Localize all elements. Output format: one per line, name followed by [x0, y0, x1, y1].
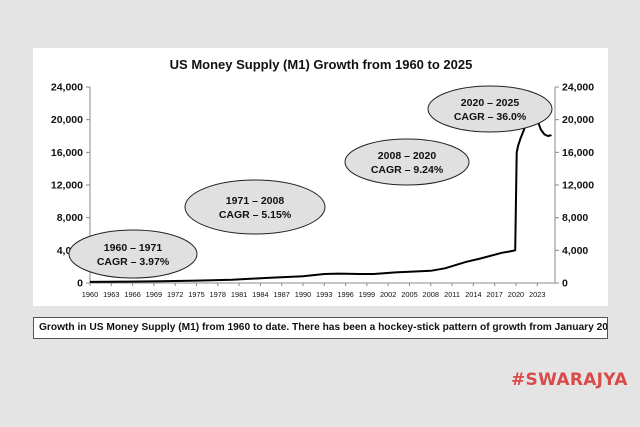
x-tick-label: 1963 — [103, 290, 119, 299]
x-tick-label: 2023 — [529, 290, 545, 299]
x-tick-label: 1975 — [188, 290, 204, 299]
brand-logo-text: #SWARAJYA — [511, 370, 628, 390]
annotation-ellipse — [344, 138, 470, 186]
x-tick-label: 1966 — [124, 290, 140, 299]
y-tick-label-right: 20,000 — [562, 114, 594, 126]
y-tick-label-right: 8,000 — [562, 212, 588, 224]
x-tick-label: 1996 — [337, 290, 353, 299]
annotation-period: 1971 – 2008 — [226, 195, 285, 207]
y-tick-label-right: 16,000 — [562, 147, 594, 159]
cagr-annotation: 2008 – 2020 CAGR – 9.24% — [344, 138, 470, 186]
annotation-cagr: CAGR – 3.97% — [97, 256, 170, 268]
x-tick-label: 1978 — [210, 290, 226, 299]
annotation-period: 2020 – 2025 — [461, 97, 520, 109]
y-tick-label-right: 4,000 — [562, 245, 588, 257]
cagr-annotation: 2020 – 2025 CAGR – 36.0% — [427, 85, 553, 133]
x-tick-label: 1984 — [252, 290, 268, 299]
y-tick-label-left: 20,000 — [51, 114, 83, 126]
x-tick-label: 1960 — [82, 290, 98, 299]
annotation-period: 1960 – 1971 — [104, 242, 163, 254]
cagr-annotation: 1960 – 1971 CAGR – 3.97% — [68, 229, 198, 279]
x-tick-label: 2005 — [401, 290, 417, 299]
x-tick-label: 2014 — [465, 290, 481, 299]
annotation-cagr: CAGR – 5.15% — [219, 209, 292, 221]
y-tick-label-left: 12,000 — [51, 180, 83, 192]
annotation-ellipse — [68, 229, 198, 279]
x-tick-label: 1990 — [295, 290, 311, 299]
annotation-period: 2008 – 2020 — [378, 150, 437, 162]
y-tick-label-left: 8,000 — [57, 212, 83, 224]
chart-title: US Money Supply (M1) Growth from 1960 to… — [170, 57, 473, 72]
x-tick-label: 1999 — [359, 290, 375, 299]
annotation-cagr: CAGR – 36.0% — [454, 111, 527, 123]
chart-panel: US Money Supply (M1) Growth from 1960 to… — [33, 48, 608, 306]
x-tick-label: 2008 — [423, 290, 439, 299]
x-tick-label: 1969 — [146, 290, 162, 299]
x-tick-label: 2002 — [380, 290, 396, 299]
x-tick-label: 1981 — [231, 290, 247, 299]
x-tick-label: 2011 — [444, 290, 460, 299]
annotation-cagr: CAGR – 9.24% — [371, 164, 444, 176]
cagr-annotation: 1971 – 2008 CAGR – 5.15% — [184, 179, 326, 235]
chart-caption: Growth in US Money Supply (M1) from 1960… — [33, 317, 608, 339]
y-tick-label-left: 16,000 — [51, 147, 83, 159]
x-tick-label: 1972 — [167, 290, 183, 299]
annotation-ellipse — [184, 179, 326, 235]
y-tick-label-left: 0 — [77, 278, 83, 290]
y-tick-label-right: 12,000 — [562, 180, 594, 192]
y-tick-label-right: 0 — [562, 278, 568, 290]
annotation-ellipse — [427, 85, 553, 133]
x-tick-label: 2020 — [508, 290, 524, 299]
x-tick-label: 2017 — [486, 290, 502, 299]
x-tick-label: 1987 — [273, 290, 289, 299]
y-tick-label-left: 24,000 — [51, 82, 83, 94]
money-supply-chart: US Money Supply (M1) Growth from 1960 to… — [51, 57, 594, 299]
y-tick-label-right: 24,000 — [562, 82, 594, 94]
x-tick-label: 1993 — [316, 290, 332, 299]
